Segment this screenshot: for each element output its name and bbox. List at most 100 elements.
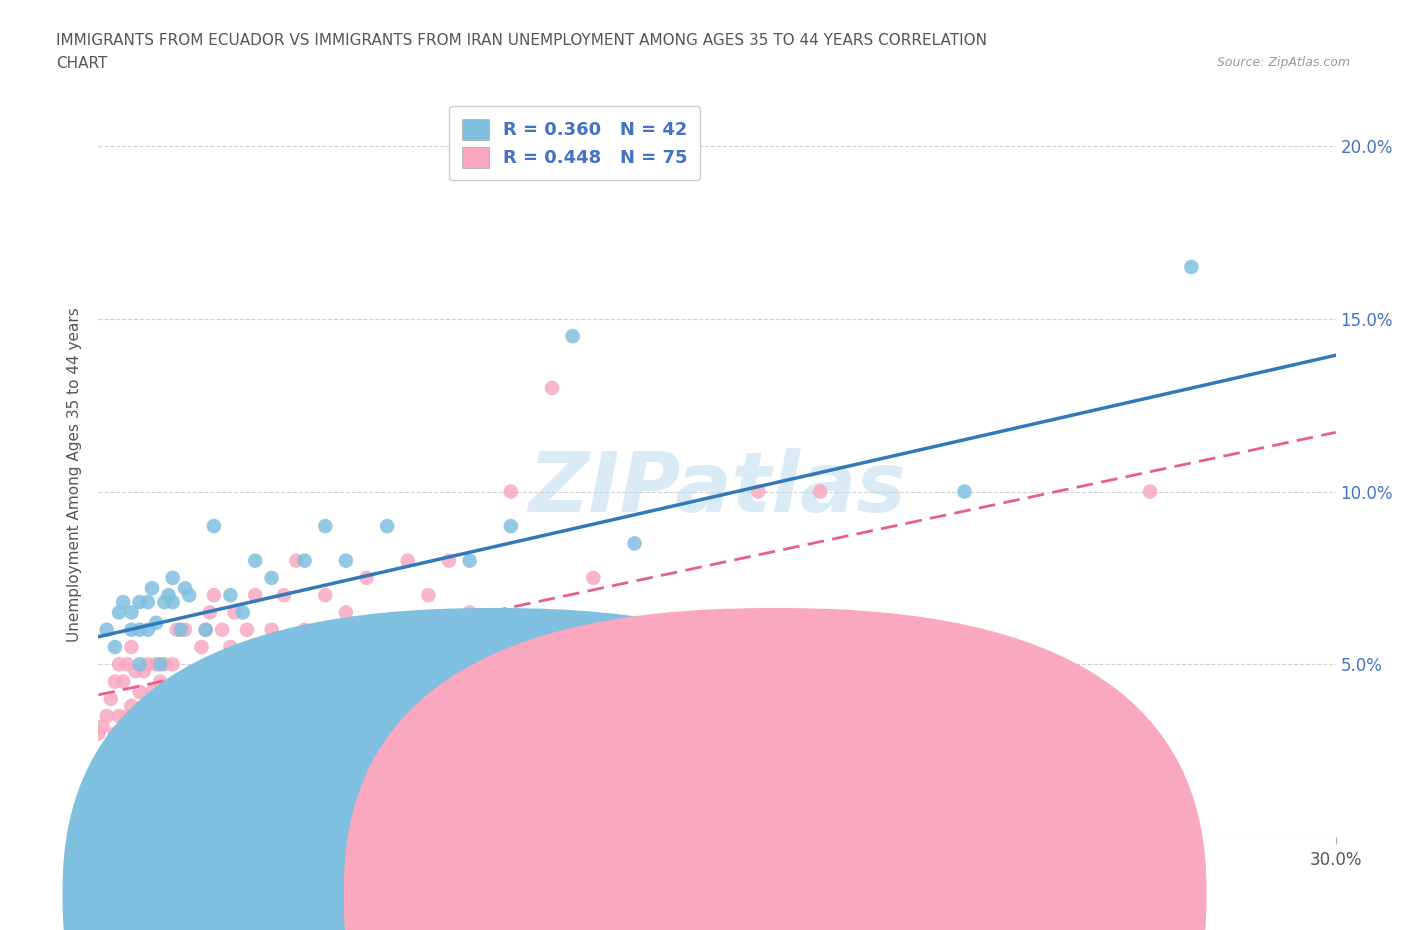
Point — [499, 485, 522, 499]
Point — [117, 709, 139, 724]
Point — [375, 622, 398, 637]
Point — [314, 519, 336, 534]
Point — [104, 640, 127, 655]
Point — [128, 743, 150, 758]
Point — [211, 709, 233, 724]
Point — [162, 726, 184, 741]
Point — [120, 605, 142, 620]
Point — [153, 594, 176, 609]
Point — [128, 684, 150, 699]
Point — [108, 605, 131, 620]
Point — [375, 519, 398, 534]
Point — [117, 657, 139, 671]
Point — [294, 622, 316, 637]
Point — [128, 657, 150, 671]
Point — [194, 622, 217, 637]
Point — [96, 622, 118, 637]
Point — [541, 380, 564, 395]
Point — [149, 733, 172, 748]
Point — [157, 588, 180, 603]
Point — [335, 553, 357, 568]
Point — [953, 485, 976, 499]
Point — [141, 733, 163, 748]
Point — [170, 691, 193, 706]
Point — [202, 588, 225, 603]
Point — [179, 588, 201, 603]
Point — [141, 684, 163, 699]
Point — [162, 657, 184, 671]
Point — [128, 594, 150, 609]
Point — [418, 588, 440, 603]
Point — [96, 709, 118, 724]
Point — [190, 640, 212, 655]
Point — [190, 761, 212, 776]
Point — [273, 588, 295, 603]
Point — [170, 622, 193, 637]
Point — [120, 698, 142, 713]
Point — [236, 622, 259, 637]
Point — [141, 581, 163, 596]
Point — [162, 570, 184, 585]
Point — [162, 594, 184, 609]
Point — [120, 640, 142, 655]
Y-axis label: Unemployment Among Ages 35 to 44 years: Unemployment Among Ages 35 to 44 years — [67, 307, 83, 642]
Point — [953, 709, 976, 724]
Point — [136, 743, 159, 758]
Point — [665, 657, 688, 671]
Point — [727, 709, 749, 724]
Point — [202, 519, 225, 534]
Point — [396, 553, 419, 568]
Point — [124, 664, 146, 679]
Point — [1180, 259, 1202, 274]
Point — [91, 719, 114, 734]
Point — [108, 657, 131, 671]
Point — [149, 657, 172, 671]
Point — [243, 553, 266, 568]
Point — [252, 691, 274, 706]
Text: CHART: CHART — [56, 56, 108, 71]
Point — [260, 622, 283, 637]
Point — [356, 570, 378, 585]
Point — [198, 605, 221, 620]
Text: Immigrants from Ecuador: Immigrants from Ecuador — [515, 888, 710, 903]
Point — [260, 570, 283, 585]
Point — [891, 657, 914, 671]
Point — [285, 553, 308, 568]
Point — [314, 588, 336, 603]
Point — [294, 553, 316, 568]
Point — [194, 622, 217, 637]
Point — [132, 664, 155, 679]
Point — [136, 594, 159, 609]
Point — [224, 605, 246, 620]
Point — [145, 616, 167, 631]
Point — [136, 657, 159, 671]
Point — [252, 691, 274, 706]
Point — [112, 726, 135, 741]
Point — [808, 485, 831, 499]
Point — [153, 726, 176, 741]
Text: ZIPatlas: ZIPatlas — [529, 448, 905, 529]
Point — [418, 691, 440, 706]
Text: IMMIGRANTS FROM ECUADOR VS IMMIGRANTS FROM IRAN UNEMPLOYMENT AMONG AGES 35 TO 44: IMMIGRANTS FROM ECUADOR VS IMMIGRANTS FR… — [56, 33, 987, 47]
Point — [157, 691, 180, 706]
Point — [124, 726, 146, 741]
Point — [561, 328, 583, 343]
Point — [112, 594, 135, 609]
Point — [120, 622, 142, 637]
Point — [174, 622, 197, 637]
Point — [458, 553, 481, 568]
Text: Source: ZipAtlas.com: Source: ZipAtlas.com — [1216, 56, 1350, 69]
Point — [145, 743, 167, 758]
Point — [232, 691, 254, 706]
Legend: R = 0.360   N = 42, R = 0.448   N = 75: R = 0.360 N = 42, R = 0.448 N = 75 — [449, 106, 700, 180]
Point — [166, 622, 188, 637]
Point — [335, 605, 357, 620]
Point — [104, 726, 127, 741]
Point — [108, 709, 131, 724]
Point — [458, 605, 481, 620]
Point — [136, 622, 159, 637]
Point — [87, 726, 110, 741]
Point — [145, 657, 167, 671]
Text: Immigrants from Iran: Immigrants from Iran — [796, 888, 957, 903]
Point — [181, 674, 204, 689]
